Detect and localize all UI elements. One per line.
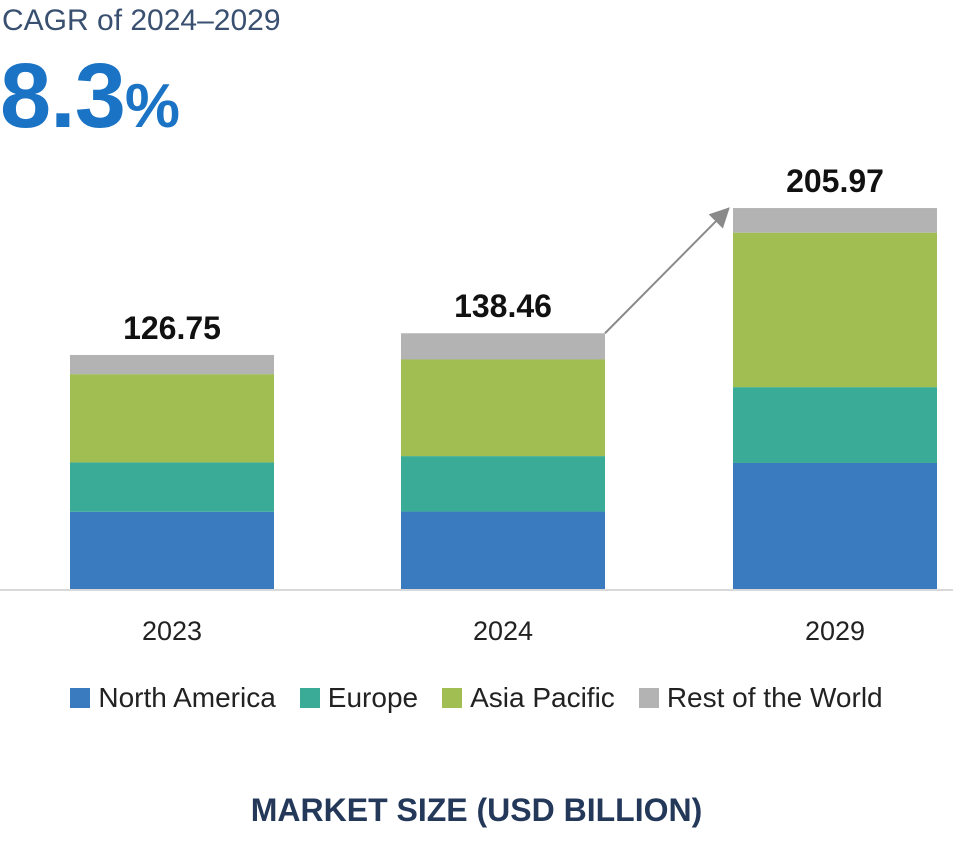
bar-segment-2024-asia-pacific <box>401 359 605 457</box>
legend: North America Europe Asia Pacific Rest of t… <box>0 682 953 714</box>
legend-label-north-america: North America <box>98 682 276 713</box>
bar-segment-2023-north-america <box>70 511 274 590</box>
legend-label-rest-of-the-world: Rest of the World <box>666 682 883 713</box>
x-axis-title: MARKET SIZE (USD BILLION) <box>250 792 703 828</box>
growth-arrow <box>604 207 730 334</box>
cagr-value: 8.3% <box>0 50 180 142</box>
cagr-number: 8.3 <box>0 45 126 147</box>
bar-segment-2024-rest-of-the-world <box>401 333 605 360</box>
legend-swatch-rest-of-the-world <box>638 688 659 708</box>
legend-label-asia-pacific: Asia Pacific <box>470 682 615 713</box>
stacked-bar-chart: 126.75 2023 138.46 2024 205.97 2029 <box>0 163 953 646</box>
legend-item-north-america: North America <box>70 682 276 714</box>
total-label-2029: 205.97 <box>786 163 884 199</box>
category-label-2023: 2023 <box>142 616 202 646</box>
total-label-2024: 138.46 <box>454 288 552 324</box>
legend-label-europe: Europe <box>327 682 419 713</box>
bar-segment-2024-europe <box>401 456 605 512</box>
category-label-2029: 2029 <box>805 616 865 646</box>
cagr-label: CAGR of 2024–2029 <box>2 4 281 37</box>
legend-item-europe: Europe <box>299 682 419 714</box>
bar-segment-2023-asia-pacific <box>70 374 274 463</box>
bar-segment-2029-asia-pacific <box>733 232 937 388</box>
bar-segment-2029-rest-of-the-world <box>733 208 937 233</box>
legend-swatch-europe <box>299 688 320 708</box>
category-label-2024: 2024 <box>473 616 533 646</box>
bar-segment-2029-north-america <box>733 462 937 590</box>
bar-segment-2023-rest-of-the-world <box>70 354 274 375</box>
legend-swatch-north-america <box>70 688 91 708</box>
bar-segment-2024-north-america <box>401 511 605 590</box>
bar-segment-2029-europe <box>733 387 937 463</box>
legend-swatch-asia-pacific <box>442 688 463 708</box>
legend-item-asia-pacific: Asia Pacific <box>442 682 615 714</box>
total-label-2023: 126.75 <box>123 310 221 346</box>
cagr-percent-sign: % <box>124 72 180 141</box>
legend-item-rest-of-the-world: Rest of the World <box>638 682 883 714</box>
bar-segment-2023-europe <box>70 462 274 512</box>
